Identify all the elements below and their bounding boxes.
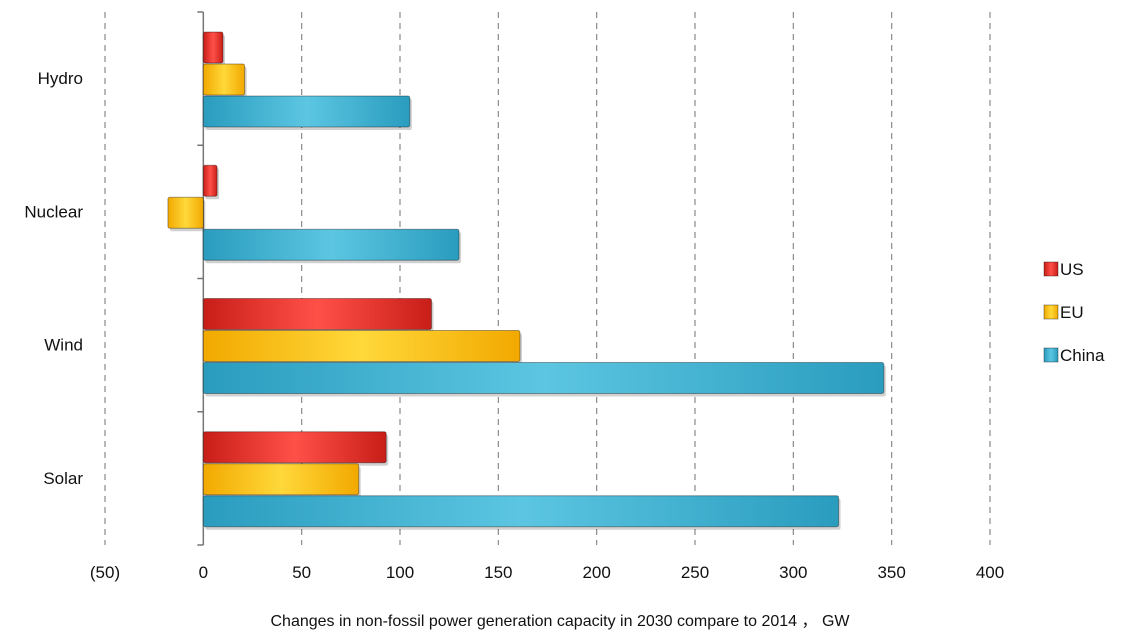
bars (167, 31, 886, 530)
x-tick-label: 300 (779, 563, 807, 582)
labels: (50) 0 50 100 150 200 250 300 350 400 Solar Wind Nuc… (24, 69, 1004, 630)
legend-swatch-china (1043, 347, 1059, 363)
bar-us-nuclear (202, 164, 218, 197)
legend-swatch-us (1043, 261, 1059, 277)
category-label: Wind (44, 336, 83, 355)
x-tick-label: 150 (484, 563, 512, 582)
x-tick-label: (50) (90, 563, 120, 582)
bar-us-solar (202, 431, 387, 464)
x-tick-label: 0 (199, 563, 208, 582)
bar-china-wind (202, 362, 885, 394)
x-tick-label: 200 (582, 563, 610, 582)
bar-eu-solar (202, 463, 360, 496)
legend: US EU China (1043, 260, 1105, 365)
x-tick-label: 400 (976, 563, 1004, 582)
bar-us-hydro (202, 31, 224, 64)
category-label: Hydro (38, 69, 83, 88)
x-tick-label: 350 (877, 563, 905, 582)
category-label: Nuclear (24, 202, 83, 221)
x-axis-title: Changes in non-fossil power generation c… (271, 613, 851, 630)
bar-china-hydro (202, 95, 411, 128)
legend-swatch-eu (1043, 304, 1059, 320)
legend-label-us: US (1060, 260, 1084, 279)
category-label: Solar (43, 469, 83, 488)
legend-label-china: China (1060, 346, 1105, 365)
bar-us-wind (202, 298, 432, 330)
axes (197, 11, 205, 546)
bar-china-nuclear (202, 228, 460, 261)
legend-label-eu: EU (1060, 303, 1084, 322)
x-tick-label: 250 (681, 563, 709, 582)
x-tick-label: 50 (292, 563, 311, 582)
x-tick-label: 100 (386, 563, 414, 582)
bar-eu-wind (202, 330, 521, 362)
bar-eu-nuclear (167, 196, 204, 229)
bar-eu-hydro (202, 63, 246, 96)
bar-china-solar (202, 495, 840, 528)
